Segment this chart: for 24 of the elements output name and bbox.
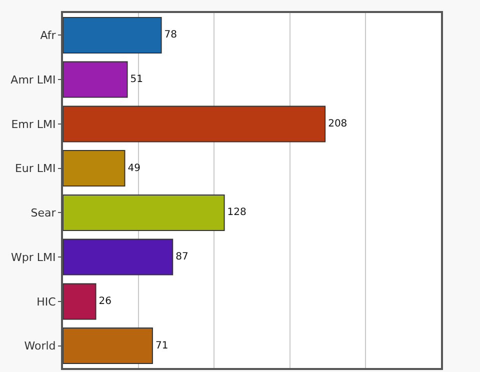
bar	[63, 150, 126, 187]
y-tick-label: Sear	[30, 206, 56, 220]
y-tick-label: World	[24, 340, 56, 353]
y-tick-label: Afr	[40, 29, 56, 42]
data-label: 49	[128, 162, 140, 174]
data-label: 128	[227, 207, 246, 218]
bar	[63, 106, 326, 142]
data-label: 208	[328, 118, 348, 130]
data-label: 26	[98, 296, 112, 307]
y-tick-label: HIC	[36, 295, 56, 308]
data-label: 71	[155, 340, 168, 352]
data-label: 78	[164, 30, 178, 41]
bar	[63, 16, 162, 54]
y-tick-label: Wpr LMI	[11, 250, 56, 264]
y-tick-label: Emr LMI	[11, 118, 56, 131]
y-tick-label: Eur LMI	[14, 162, 56, 176]
data-label: 51	[130, 74, 143, 86]
y-tick-label: Amr LMI	[10, 73, 56, 86]
bar	[63, 283, 96, 320]
data-label: 87	[176, 252, 188, 263]
bar	[63, 194, 225, 231]
bar	[63, 61, 128, 98]
bar	[63, 238, 174, 276]
bar	[63, 328, 153, 364]
